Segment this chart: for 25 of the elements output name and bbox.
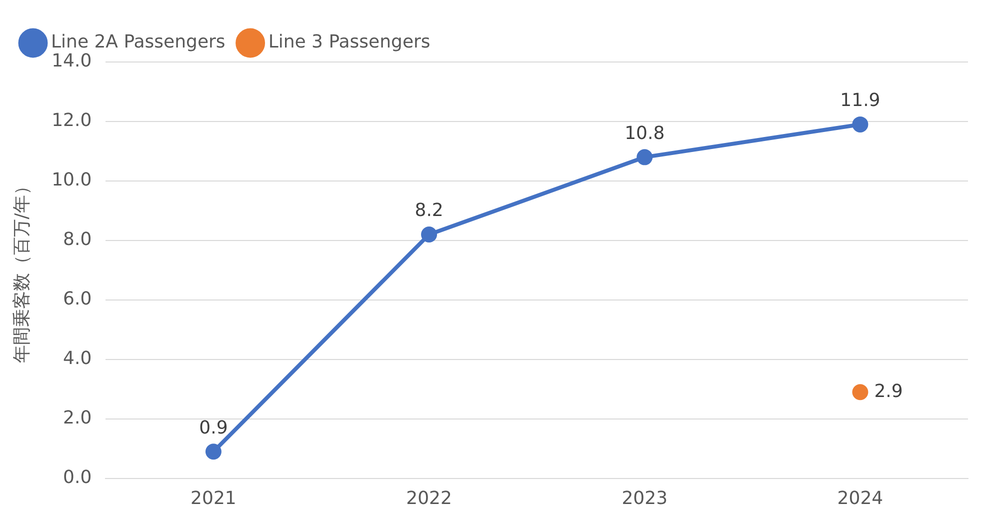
y-tick-label: 8.0 [63, 229, 92, 250]
y-axis-title: 年間乗客数（百万/年） [11, 177, 32, 364]
x-tick-label: 2024 [837, 488, 884, 509]
y-tick-label: 2.0 [63, 408, 92, 429]
data-label: 10.8 [624, 122, 665, 144]
data-label: 0.9 [199, 417, 228, 438]
x-tick-label: 2022 [406, 488, 452, 509]
y-tick-label: 12.0 [52, 110, 92, 132]
data-label: 11.9 [840, 90, 880, 112]
y-tick-label: 10.0 [52, 170, 92, 191]
legend-label: Line 2A Passengers [51, 32, 226, 53]
point [852, 384, 868, 400]
point [205, 444, 222, 460]
x-tick-label: 2023 [622, 488, 668, 509]
legend-label: Line 3 Passengers [268, 32, 430, 53]
point [852, 116, 868, 132]
point [421, 226, 438, 243]
y-tick-label: 14.0 [52, 50, 92, 72]
data-label: 8.2 [414, 200, 444, 222]
point [636, 149, 653, 166]
x-tick-label: 2021 [190, 488, 236, 509]
y-tick-label: 4.0 [63, 348, 92, 370]
y-tick-label: 0.0 [63, 467, 92, 488]
y-tick-label: 6.0 [63, 288, 92, 310]
data-label: 2.9 [874, 380, 903, 402]
